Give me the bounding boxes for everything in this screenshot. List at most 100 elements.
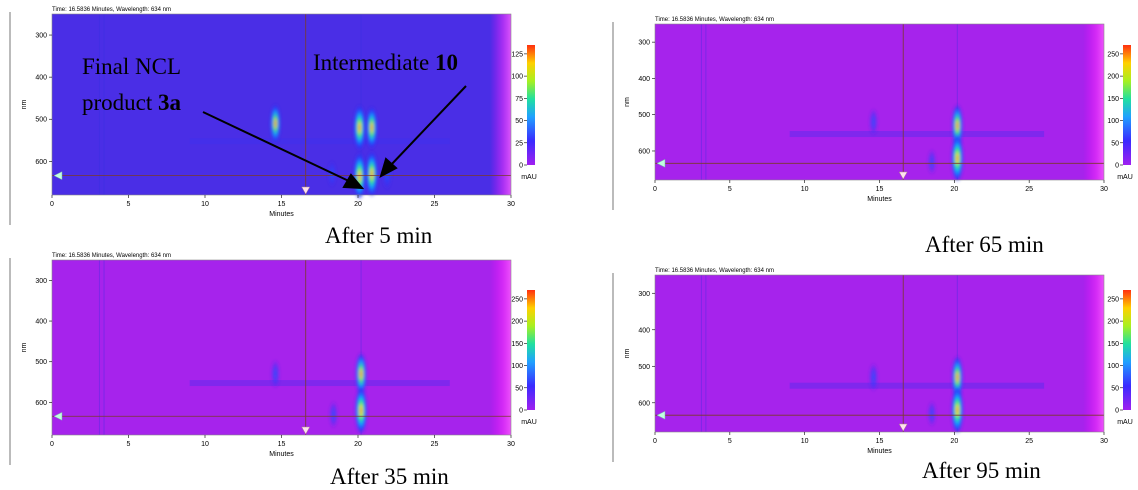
heatmap-background <box>655 275 1104 432</box>
heatmap-band <box>189 380 450 387</box>
x-tick-label: 5 <box>127 441 131 448</box>
x-tick-label: 10 <box>201 441 209 448</box>
wavelength-marker-icon[interactable] <box>656 410 666 420</box>
x-tick-label: 5 <box>728 438 732 445</box>
x-tick-label: 0 <box>653 438 657 445</box>
colorbar <box>527 45 535 165</box>
colorbar-tick-label: 150 <box>1107 96 1119 103</box>
colorbar-tick-label: 75 <box>515 96 523 103</box>
heatmap-panel-4: Time: 16.5836 Minutes, Wavelength: 634 n… <box>612 268 1133 483</box>
heatmap-peak <box>951 386 964 435</box>
heatmap-band <box>789 131 1045 138</box>
colorbar-tick-label: 0 <box>519 163 523 170</box>
wavelength-marker-icon[interactable] <box>656 158 666 168</box>
panel-header: Time: 16.5836 Minutes, Wavelength: 634 n… <box>52 253 171 259</box>
y-tick-label: 500 <box>638 364 650 371</box>
x-tick-label: 10 <box>801 438 809 445</box>
x-tick-label: 20 <box>354 201 362 208</box>
heatmap-background <box>52 260 511 435</box>
wavelength-marker-icon[interactable] <box>53 411 63 421</box>
y-tick-label: 600 <box>638 148 650 155</box>
x-tick-label: 30 <box>507 201 515 208</box>
panel-caption: After 5 min <box>325 223 433 248</box>
y-axis-label: nm <box>21 342 28 352</box>
colorbar-tick-label: 150 <box>511 341 523 348</box>
heatmap-peak <box>951 103 963 148</box>
time-marker-icon[interactable] <box>301 186 311 195</box>
colorbar-unit-label: mAU <box>1117 174 1133 181</box>
x-tick-label: 0 <box>653 186 657 193</box>
y-axis-label: nm <box>21 99 28 109</box>
x-tick-label: 0 <box>50 201 54 208</box>
heatmap-peak <box>951 134 964 183</box>
colorbar-tick-label: 50 <box>515 385 523 392</box>
time-marker-icon[interactable] <box>898 171 908 180</box>
colorbar-unit-label: mAU <box>521 174 537 181</box>
x-tick-label: 15 <box>278 201 286 208</box>
x-tick-label: 10 <box>201 201 209 208</box>
heatmap-peak <box>366 106 378 150</box>
heatmap-band <box>189 138 450 145</box>
y-tick-label: 600 <box>638 400 650 407</box>
heatmap-panel-1: Time: 16.5836 Minutes, Wavelength: 634 n… <box>9 7 537 248</box>
heatmap-panel-2: Time: 16.5836 Minutes, Wavelength: 634 n… <box>612 17 1133 257</box>
y-tick-label: 500 <box>35 117 47 124</box>
y-tick-label: 600 <box>35 400 47 407</box>
heatmap-background <box>52 14 511 195</box>
x-axis-label: Minutes <box>269 211 294 218</box>
colorbar-tick-label: 100 <box>511 363 523 370</box>
x-axis-label: Minutes <box>269 451 294 458</box>
colorbar-tick-label: 0 <box>1115 163 1119 170</box>
x-tick-label: 5 <box>127 201 131 208</box>
annotation-intermediate: Intermediate 10 <box>313 50 458 75</box>
y-tick-label: 400 <box>35 75 47 82</box>
x-axis-label: Minutes <box>867 196 892 203</box>
arrow-final-product <box>202 111 354 184</box>
y-tick-label: 300 <box>638 291 650 298</box>
colorbar-tick-label: 25 <box>515 140 523 147</box>
colorbar-unit-label: mAU <box>521 419 537 426</box>
colorbar-tick-label: 150 <box>1107 341 1119 348</box>
heatmap-peak <box>951 355 963 399</box>
x-tick-label: 10 <box>801 186 809 193</box>
colorbar-tick-label: 100 <box>511 74 523 81</box>
wavelength-marker-icon[interactable] <box>53 171 63 181</box>
heatmap-peak <box>927 400 936 427</box>
x-tick-label: 15 <box>876 438 884 445</box>
heatmap-edge-band <box>489 14 511 195</box>
heatmap-peak <box>869 362 878 392</box>
colorbar-tick-label: 125 <box>511 51 523 58</box>
x-tick-label: 15 <box>876 186 884 193</box>
time-marker-icon[interactable] <box>301 426 311 435</box>
colorbar-tick-label: 250 <box>511 296 523 303</box>
colorbar-tick-label: 200 <box>511 319 523 326</box>
heatmap-panel-3: Time: 16.5836 Minutes, Wavelength: 634 n… <box>9 253 537 489</box>
y-tick-label: 400 <box>638 76 650 83</box>
heatmap-peak <box>869 108 878 136</box>
colorbar-tick-label: 0 <box>1115 408 1119 415</box>
y-tick-label: 300 <box>35 278 47 285</box>
heatmap-edge-band <box>1083 24 1104 180</box>
colorbar-tick-label: 200 <box>1107 74 1119 81</box>
colorbar-tick-label: 50 <box>1111 140 1119 147</box>
annotation-final-product: Final NCL product 3a <box>82 54 182 115</box>
y-tick-label: 400 <box>638 327 650 334</box>
colorbar-tick-label: 50 <box>1111 385 1119 392</box>
y-axis-label: nm <box>624 97 631 107</box>
arrow-intermediate <box>389 85 467 167</box>
heatmap-band <box>789 382 1045 389</box>
colorbar-tick-label: 50 <box>515 118 523 125</box>
heatmap-peak <box>271 359 280 389</box>
panel-header: Time: 16.5836 Minutes, Wavelength: 634 n… <box>52 7 171 13</box>
y-tick-label: 300 <box>638 40 650 47</box>
arrow-intermediate-head <box>379 157 398 179</box>
heatmap-peak <box>270 103 281 144</box>
x-tick-label: 25 <box>431 441 439 448</box>
colorbar-tick-label: 100 <box>1107 363 1119 370</box>
annotation-arrows <box>202 85 467 190</box>
y-tick-label: 500 <box>638 112 650 119</box>
time-marker-icon[interactable] <box>898 423 908 432</box>
y-tick-label: 300 <box>35 33 47 40</box>
colorbar-tick-label: 0 <box>519 408 523 415</box>
